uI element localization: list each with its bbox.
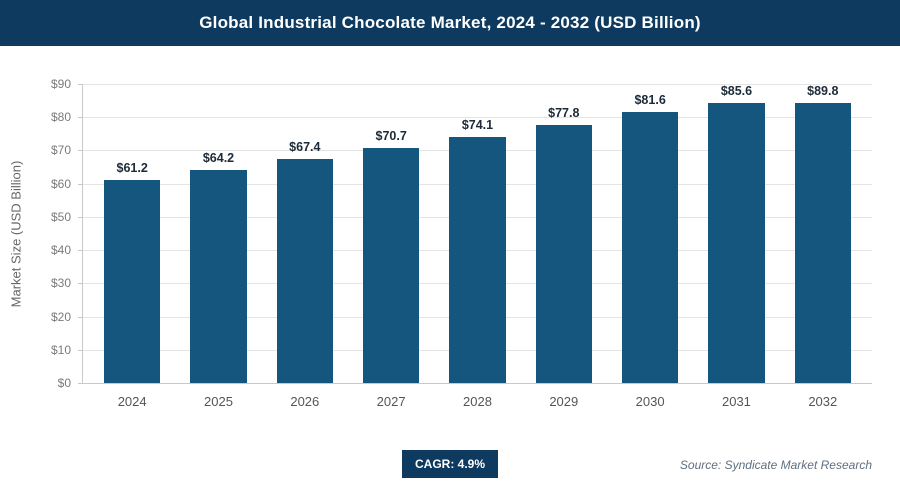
bar-group: $67.4 2026 (268, 84, 342, 409)
y-tick-mark (78, 183, 83, 185)
bar-group: $77.8 2029 (527, 84, 601, 409)
bar-group: $64.2 2025 (182, 84, 256, 409)
y-tick-label: $50 (50, 209, 71, 224)
bar-value-label: $61.2 (116, 160, 148, 175)
bar (104, 179, 161, 383)
bar-value-label: $70.7 (375, 129, 407, 144)
y-tick-label: $70 (50, 143, 71, 158)
y-tick-label: $60 (50, 176, 71, 191)
bar-group: $61.2 2024 (95, 84, 169, 409)
bar-value-label: $77.8 (548, 105, 580, 120)
x-tick-label: 2026 (290, 394, 320, 409)
bar-value-label: $81.6 (634, 92, 666, 107)
bar (276, 159, 333, 383)
y-tick-mark (78, 383, 83, 384)
plot-area: $61.2 2024 $64.2 2025 $67.4 2026 $70.7 2027 $74.… (51, 77, 872, 409)
x-tick-label: 2032 (808, 394, 838, 409)
bar (535, 124, 592, 383)
chart-title: Global Industrial Chocolate Market, 2024… (199, 13, 701, 32)
y-tick-mark (78, 216, 83, 218)
bar-value-label: $85.6 (720, 84, 753, 98)
x-tick-label: 2025 (204, 394, 233, 409)
bar (449, 136, 506, 383)
y-tick-mark (78, 316, 83, 318)
x-tick-label: 2028 (463, 394, 492, 409)
y-tick-mark (78, 150, 83, 152)
y-tick-mark (78, 117, 83, 119)
bar-group: $70.7 2027 (354, 84, 428, 409)
bar-group: $81.6 2030 (613, 84, 687, 409)
x-tick-label: 2030 (635, 394, 665, 409)
y-tick-label: $10 (50, 342, 71, 357)
x-tick-label: 2024 (117, 394, 147, 409)
x-tick-label: 2027 (376, 394, 406, 409)
x-tick-label: 2029 (549, 394, 579, 409)
gridline (83, 117, 872, 119)
bar-series: $61.2 2024 $64.2 2025 $67.4 2026 $70.7 2027 $74.… (83, 84, 872, 409)
cagr-badge: CAGR: 4.9% (401, 450, 499, 478)
y-tick-mark (78, 250, 83, 252)
bar-group: $85.6 2031 (700, 84, 774, 409)
bar (794, 103, 851, 383)
source-text: Source: Syndicate Market Research (679, 458, 872, 472)
y-tick-label: $90 (50, 77, 71, 91)
bar-value-label: $89.8 (807, 84, 839, 98)
y-tick-mark (78, 84, 83, 85)
bar-value-label: $67.4 (289, 140, 321, 155)
y-tick-label: $80 (50, 110, 71, 125)
bar-value-label: $64.2 (202, 150, 235, 165)
chart-footer: CAGR: 4.9% Source: Syndicate Market Rese… (0, 450, 900, 482)
x-tick-label: 2031 (721, 394, 751, 409)
bar (190, 169, 247, 383)
bar (708, 103, 765, 383)
gridline (83, 84, 872, 85)
y-tick-label: $20 (50, 309, 71, 324)
bar-group: $89.8 2032 (786, 84, 860, 409)
bar (622, 111, 679, 383)
y-tick-mark (78, 349, 83, 351)
chart-container: Market Size (USD Billion) $61.2 2024 $64.2… (9, 77, 872, 409)
y-tick-label: $30 (50, 276, 71, 291)
y-tick-label: $40 (50, 243, 71, 258)
bar (363, 148, 420, 383)
bar-value-label: $74.1 (461, 117, 494, 132)
chart-title-bar: Global Industrial Chocolate Market, 2024… (0, 0, 900, 46)
bar-group: $74.1 2028 (441, 84, 515, 409)
y-tick-mark (78, 283, 83, 285)
y-tick-label: $0 (57, 376, 71, 390)
y-axis-title: Market Size (USD Billion) (8, 160, 24, 308)
